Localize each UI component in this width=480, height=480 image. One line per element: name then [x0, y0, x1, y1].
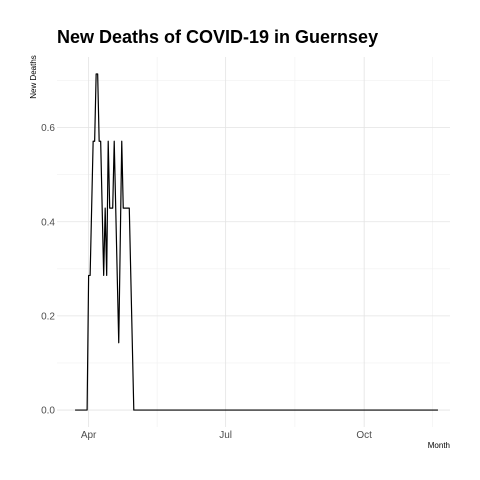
y-axis-title: New Deaths [29, 55, 38, 99]
x-tick-label: Jul [219, 430, 232, 441]
x-axis: Apr Jul Oct [81, 430, 372, 441]
chart-title: New Deaths of COVID-19 in Guernsey [57, 27, 378, 47]
series-line [75, 73, 438, 411]
y-axis: 0.0 0.2 0.4 0.6 [41, 123, 55, 416]
y-tick-label: 0.4 [41, 217, 55, 228]
y-tick-label: 0.2 [41, 311, 55, 322]
x-tick-label: Oct [356, 430, 372, 441]
y-tick-label: 0.0 [41, 406, 55, 417]
x-axis-title: Month [428, 441, 450, 450]
series-layer [75, 73, 438, 411]
x-tick-label: Apr [81, 430, 97, 441]
y-tick-label: 0.6 [41, 123, 55, 134]
grid [57, 57, 450, 427]
